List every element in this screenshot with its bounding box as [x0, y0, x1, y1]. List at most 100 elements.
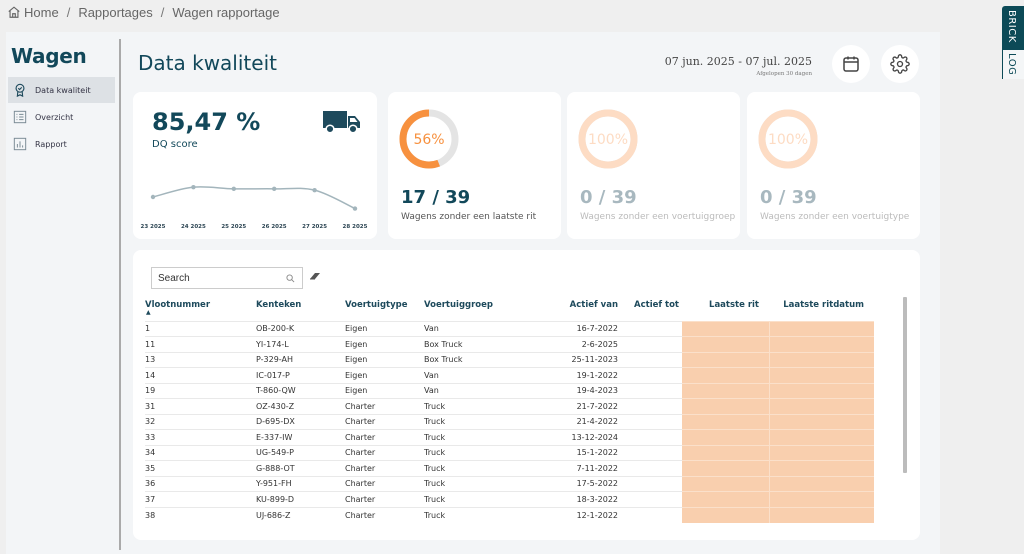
table-cell-voertuiggroep: Box Truck	[424, 336, 531, 352]
dq-trend-point[interactable]	[352, 206, 358, 211]
table-cell-kenteken: YI-174-L	[256, 336, 345, 352]
column-header[interactable]: Voertuiggroep	[424, 297, 531, 321]
table-cell-actief-tot	[618, 336, 682, 352]
sidebar-item-data-kwaliteit[interactable]: Data kwaliteit	[8, 77, 115, 103]
table-cell-voertuigtype: Charter	[345, 506, 424, 523]
dq-trend-point[interactable]	[231, 186, 236, 192]
table-cell-actief-tot	[618, 382, 682, 399]
dq-trend-line	[152, 186, 356, 210]
donut-arc	[399, 109, 459, 169]
table-cell-actief-van: 21-7-2022	[531, 398, 618, 414]
table-cell-actief-van: 17-5-2022	[531, 475, 618, 492]
date-range-text: 07 jun. 2025 - 07 jul. 2025	[664, 55, 812, 68]
table-cell-vlootnummer: 11	[145, 336, 256, 352]
table-cell-voertuiggroep: Truck	[424, 413, 531, 430]
kpi-donut: 56%	[399, 109, 459, 169]
table-cell-actief-van: 19-4-2023	[531, 382, 618, 399]
dq-trend-point[interactable]	[312, 187, 317, 193]
table-cell-kenteken: OZ-430-Z	[256, 398, 345, 414]
table-cell-laatste-rit	[682, 429, 769, 445]
table-row[interactable]: 33 E-337-IW Charter Truck 13-12-2024	[145, 429, 874, 445]
table-row[interactable]: 13 P-329-AH Eigen Box Truck 25-11-2023	[145, 351, 874, 368]
brick-tab-top: BRICK	[1002, 6, 1024, 50]
table-cell-actief-van: 2-6-2025	[531, 336, 618, 352]
page-title: Data kwaliteit	[138, 51, 277, 75]
table-cell-laatste-rit	[682, 506, 769, 523]
table-row[interactable]: 36 Y-951-FH Charter Truck 17-5-2022	[145, 475, 874, 492]
sidebar-item-label: Overzicht	[35, 112, 74, 122]
table-cell-voertuiggroep: Truck	[424, 506, 531, 523]
table-cell-voertuiggroep: Van	[424, 367, 531, 383]
column-header[interactable]: Actief tot	[618, 297, 682, 321]
column-header[interactable]: Laatste rit	[682, 297, 769, 321]
table-cell-voertuigtype: Charter	[345, 491, 424, 507]
table-header-row: Vlootnummer ▲ Kenteken Voertuigtype Voertuig…	[145, 297, 874, 321]
sort-ascending-icon[interactable]: ▲	[146, 309, 151, 316]
table-cell-voertuigtype: Charter	[345, 444, 424, 461]
eraser-icon[interactable]	[309, 271, 321, 281]
x-tick-label: 23 2025	[141, 224, 166, 230]
table-cell-actief-tot	[618, 398, 682, 414]
table-cell-voertuiggroep: Box Truck	[424, 351, 531, 368]
table-row[interactable]: 35 G-888-OT Charter Truck 7-11-2022	[145, 460, 874, 476]
gear-icon	[890, 54, 910, 74]
breadcrumb-home[interactable]: Home	[24, 4, 59, 20]
table-cell-voertuigtype: Eigen	[345, 382, 424, 399]
kpi-value: 17 / 39	[401, 187, 471, 208]
table-row[interactable]: 1 OB-200-K Eigen Van 16-7-2022	[145, 320, 874, 337]
date-range[interactable]: 07 jun. 2025 - 07 jul. 2025 Afgelopen 30…	[665, 55, 812, 77]
home-icon[interactable]	[7, 5, 21, 19]
dq-trend-point[interactable]	[150, 194, 156, 200]
table-cell-actief-tot	[618, 475, 682, 492]
table-scrollbar[interactable]	[903, 297, 907, 473]
donut-percent-label: 100%	[588, 132, 628, 148]
breadcrumb-current: Wagen rapportage	[172, 4, 280, 20]
table-row[interactable]: 11 YI-174-L Eigen Box Truck 2-6-2025	[145, 336, 874, 352]
column-header[interactable]: Kenteken	[256, 297, 345, 321]
table-cell-kenteken: UJ-686-Z	[256, 506, 345, 523]
table-cell-voertuigtype: Charter	[345, 460, 424, 476]
dq-trend-point[interactable]	[272, 186, 277, 192]
table-cell-voertuigtype: Eigen	[345, 351, 424, 368]
table-cell-voertuigtype: Charter	[345, 429, 424, 445]
table-cell-voertuigtype: Eigen	[345, 367, 424, 383]
table-row[interactable]: 34 UG-549-P Charter Truck 15-1-2022	[145, 444, 874, 461]
table-cell-laatste-rit	[682, 460, 769, 476]
table-row[interactable]: 31 OZ-430-Z Charter Truck 21-7-2022	[145, 398, 874, 414]
table-row[interactable]: 14 IC-017-P Eigen Van 19-1-2022	[145, 367, 874, 383]
sidebar-title: Wagen	[11, 44, 87, 68]
column-header[interactable]: Actief van	[531, 297, 618, 321]
calendar-button[interactable]	[832, 45, 870, 83]
settings-button[interactable]	[881, 45, 919, 83]
donut-arc	[578, 109, 638, 169]
kpi-card-voertuiggroep: 100% 0 / 39 Wagens zonder een voertuiggr…	[567, 92, 740, 239]
table-cell-laatste-rit	[682, 367, 769, 383]
table-cell-kenteken: UG-549-P	[256, 444, 345, 461]
donut-arc	[758, 109, 818, 169]
x-tick-label: 26 2025	[262, 224, 287, 230]
log-label: LOG	[1006, 53, 1017, 76]
table-cell-actief-van: 16-7-2022	[531, 320, 618, 337]
kpi-label: Wagens zonder een voertuigtype	[760, 212, 910, 222]
table-row[interactable]: 19 T-860-QW Eigen Van 19-4-2023	[145, 382, 874, 399]
table-cell-vlootnummer: 1	[145, 320, 256, 337]
column-header[interactable]: Vlootnummer ▲	[145, 297, 256, 321]
dq-trend-point[interactable]	[191, 184, 196, 190]
table-row[interactable]: 37 KU-899-D Charter Truck 18-3-2022	[145, 491, 874, 507]
brick-log-tab[interactable]: BRICK LOG	[1002, 6, 1024, 79]
table-row[interactable]: 32 D-695-DX Charter Truck 21-4-2022	[145, 413, 874, 430]
column-header[interactable]: Voertuigtype	[345, 297, 424, 321]
table-cell-kenteken: T-860-QW	[256, 382, 345, 399]
search-input[interactable]	[158, 272, 286, 284]
sidebar-item-rapport[interactable]: Rapport	[8, 131, 115, 157]
brick-label: BRICK	[1006, 10, 1017, 43]
column-header[interactable]: Laatste ritdatum	[769, 297, 874, 321]
search-icon[interactable]	[286, 273, 295, 283]
table-cell-actief-tot	[618, 444, 682, 461]
breadcrumb-rapportages[interactable]: Rapportages	[78, 4, 153, 20]
table-row[interactable]: 38 UJ-686-Z Charter Truck 12-1-2022	[145, 506, 874, 523]
badge-icon	[15, 83, 25, 97]
sidebar-item-overzicht[interactable]: Overzicht	[8, 104, 115, 130]
sidebar-divider	[119, 39, 121, 550]
kpi-card-voertuigtype: 100% 0 / 39 Wagens zonder een voertuigty…	[747, 92, 920, 239]
